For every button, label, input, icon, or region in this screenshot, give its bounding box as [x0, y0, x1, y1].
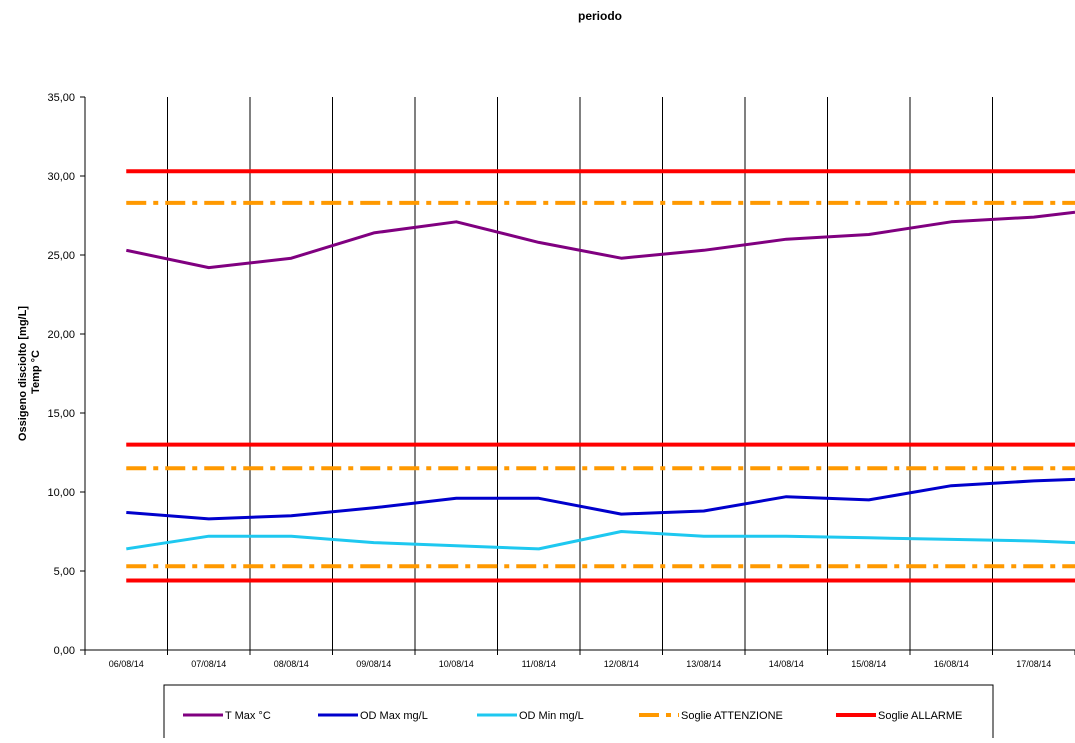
x-tick-label: 07/08/14 — [191, 659, 226, 669]
x-tick-label: 14/08/14 — [769, 659, 804, 669]
x-tick-label: 17/08/14 — [1016, 659, 1051, 669]
grid — [167, 97, 993, 650]
x-tick-label: 13/08/14 — [686, 659, 721, 669]
series-od-max-mg-l-line — [126, 477, 1075, 521]
series-t-max-c-line — [125, 210, 1075, 270]
legend-label: T Max °C — [225, 710, 271, 722]
y-tick-label: 20,00 — [47, 329, 75, 341]
x-tick-label: 10/08/14 — [439, 659, 474, 669]
y-tick-label: 30,00 — [47, 171, 75, 183]
y-tick-label: 25,00 — [47, 250, 75, 262]
legend-label: OD Max mg/L — [360, 710, 428, 722]
x-tick-label: 16/08/14 — [934, 659, 969, 669]
y-axis-label-line-2: Temp °C — [30, 350, 42, 394]
y-tick-label: 15,00 — [47, 408, 75, 420]
x-tick-label: 09/08/14 — [356, 659, 391, 669]
y-axis-label-line-1: Ossigeno disciolto [mg/L] — [17, 306, 29, 441]
series-group — [125, 169, 1075, 583]
y-tick-label: 0,00 — [54, 645, 75, 657]
legend: T Max °C OD Max mg/L OD Min mg/L Soglie ATT… — [163, 684, 994, 743]
y-tick-label: 35,00 — [47, 92, 75, 104]
x-tick-label: 12/08/14 — [604, 659, 639, 669]
y-tick-label: 5,00 — [54, 566, 75, 578]
x-tick-label: 15/08/14 — [851, 659, 886, 669]
axes: 0,00 5,00 10,00 15,00 20,00 25,00 30,00 35,00 06… — [47, 92, 1075, 669]
x-tick-label: 08/08/14 — [274, 659, 309, 669]
series-od-min-mg-l-line — [126, 530, 1075, 551]
y-tick-label: 10,00 — [47, 487, 75, 499]
legend-label: OD Min mg/L — [519, 710, 584, 722]
chart-title: periodo — [578, 9, 622, 23]
legend-label: Soglie ATTENZIONE — [681, 710, 783, 722]
legend-label: Soglie ALLARME — [878, 710, 962, 722]
y-axis-label: Ossigeno disciolto [mg/L] Temp °C — [17, 303, 42, 441]
x-tick-label: 06/08/14 — [109, 659, 144, 669]
x-tick-label: 11/08/14 — [522, 659, 556, 669]
